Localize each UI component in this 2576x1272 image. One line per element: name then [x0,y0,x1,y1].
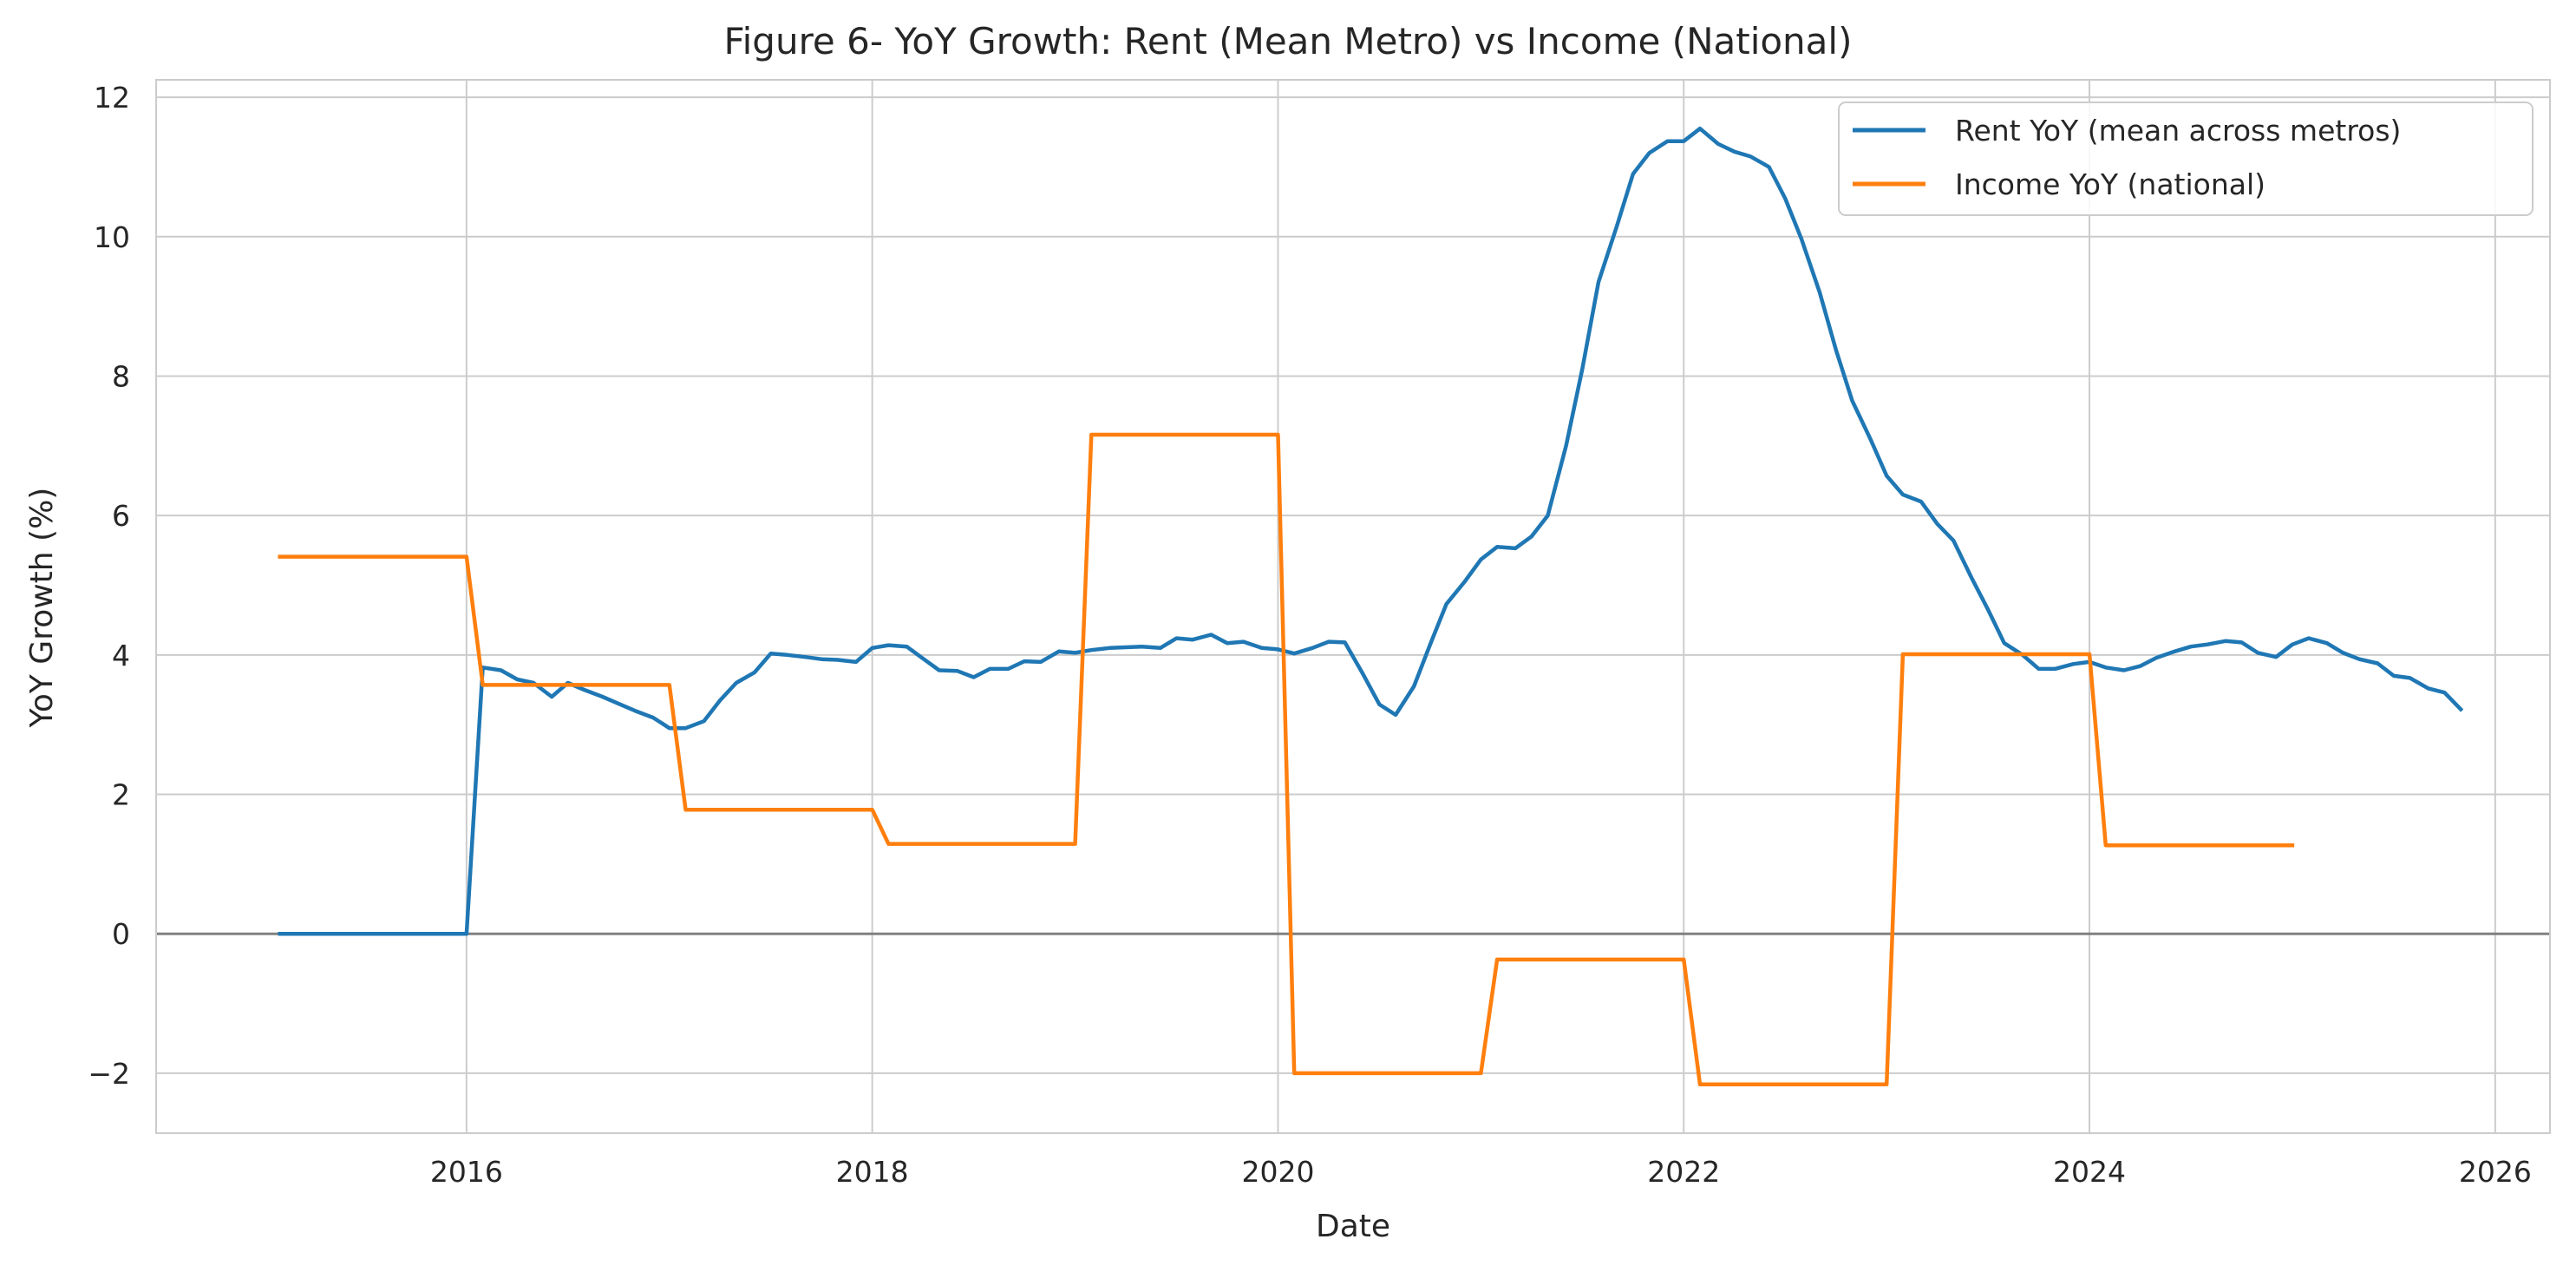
x-axis-ticks: 2016 2018 2020 2022 2024 2026 [430,1155,2532,1189]
y-tick-label: 6 [112,499,130,533]
y-tick-label: 4 [112,639,130,672]
y-tick-label: 8 [112,359,130,393]
x-tick-label: 2020 [1241,1155,1314,1189]
series-line-0 [278,126,2464,936]
series-lines [278,126,2464,1087]
y-axis-ticks: −2 0 2 4 6 8 10 12 [88,81,130,1091]
plot-area [155,79,2551,1134]
y-axis-label: YoY Growth (%) [24,488,60,729]
x-tick-label: 2026 [2459,1155,2532,1189]
y-tick-label: 12 [94,81,130,115]
legend-label-income: Income YoY (national) [1955,167,2265,201]
plot-frame [155,79,2551,1134]
y-tick-label: 10 [94,220,130,254]
x-tick-label: 2022 [1647,1155,1720,1189]
x-tick-label: 2018 [836,1155,909,1189]
plot-background [156,80,2550,1133]
series-line-1 [278,432,2295,1087]
x-tick-label: 2016 [430,1155,503,1189]
legend-box [1838,102,2534,216]
legend-label-rent: Rent YoY (mean across metros) [1955,114,2401,148]
y-tick-label: 2 [112,778,130,812]
y-tick-label: −2 [88,1057,130,1091]
x-tick-label: 2024 [2053,1155,2126,1189]
x-axis-label: Date [1316,1209,1390,1244]
y-tick-label: 0 [112,917,130,951]
chart-title: Figure 6- YoY Growth: Rent (Mean Metro) … [724,20,1853,62]
legend: Rent YoY (mean across metros) Income YoY… [1838,102,2534,216]
